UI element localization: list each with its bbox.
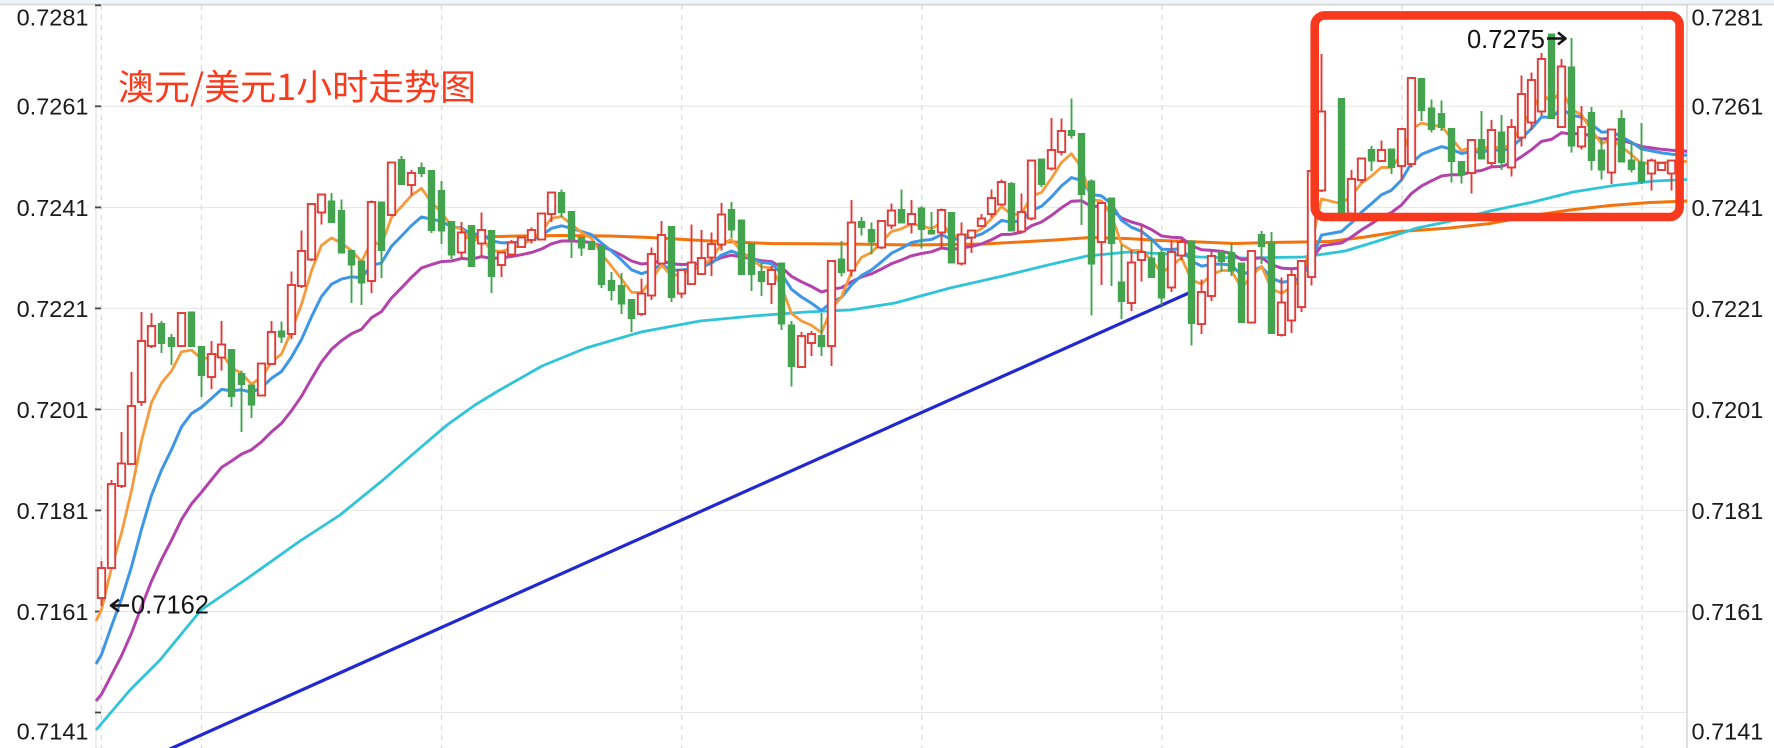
- svg-text:0.7241: 0.7241: [17, 195, 89, 221]
- svg-text:0.7161: 0.7161: [17, 599, 89, 625]
- svg-text:0.7221: 0.7221: [1692, 296, 1764, 322]
- svg-text:0.7281: 0.7281: [17, 4, 89, 30]
- svg-text:0.7241: 0.7241: [1692, 195, 1764, 221]
- svg-text:0.7201: 0.7201: [1692, 397, 1764, 423]
- svg-text:0.7162: 0.7162: [131, 592, 209, 620]
- svg-text:0.7141: 0.7141: [17, 718, 89, 744]
- svg-text:0.7201: 0.7201: [17, 397, 89, 423]
- svg-text:0.7181: 0.7181: [17, 498, 89, 524]
- svg-text:0.7261: 0.7261: [1692, 94, 1764, 120]
- svg-text:0.7181: 0.7181: [1692, 498, 1764, 524]
- svg-text:0.7161: 0.7161: [1692, 599, 1764, 625]
- svg-text:0.7281: 0.7281: [1692, 4, 1764, 30]
- svg-text:0.7141: 0.7141: [1692, 718, 1764, 744]
- svg-text:0.7275: 0.7275: [1467, 26, 1545, 54]
- svg-text:0.7261: 0.7261: [17, 94, 89, 120]
- svg-text:0.7221: 0.7221: [17, 296, 89, 322]
